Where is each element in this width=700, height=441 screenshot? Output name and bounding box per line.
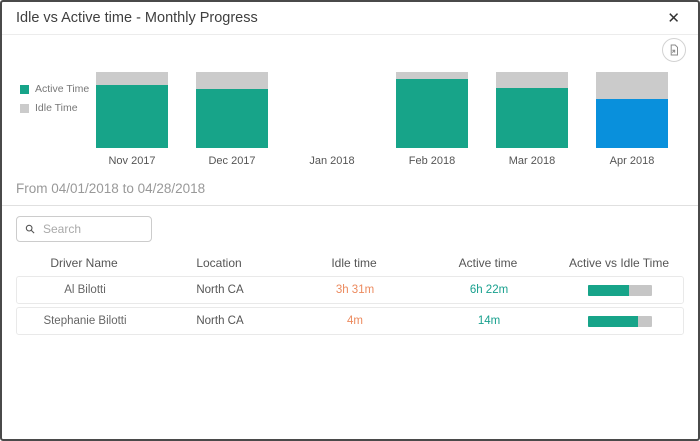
legend-label: Idle Time <box>35 102 78 114</box>
bar-stack <box>96 72 168 148</box>
chart-bars-container: Nov 2017 Dec 2017 Jan 2018 Feb 2018 Mar 2018… <box>82 72 682 167</box>
idle-segment <box>196 72 268 90</box>
export-chart-button[interactable] <box>662 38 686 62</box>
driver-location: North CA <box>196 315 244 327</box>
idle-segment <box>596 72 668 100</box>
header-active-time: Active time <box>458 256 518 270</box>
progress-track <box>588 315 652 327</box>
active-segment <box>196 89 268 148</box>
chart-bar-feb-2018[interactable]: Feb 2018 <box>382 72 482 167</box>
chart-bar-jan-2018[interactable]: Jan 2018 <box>282 72 382 167</box>
legend-item-active-time[interactable]: Active Time <box>20 83 89 95</box>
active-time-value: 14m <box>477 315 501 327</box>
idle-segment <box>496 72 568 88</box>
drivers-table: Driver Name Location Idle time Active ti… <box>2 250 698 335</box>
header-location: Location <box>196 256 242 270</box>
month-label: Apr 2018 <box>609 155 655 167</box>
date-range-label: From 04/01/2018 to 04/28/2018 <box>2 169 698 206</box>
bar-stack <box>196 72 268 148</box>
driver-location: North CA <box>196 284 244 296</box>
search-input[interactable] <box>40 221 143 237</box>
idle-time-value: 3h 31m <box>335 284 375 296</box>
table-header-row: Driver Name Location Idle time Active ti… <box>16 250 684 276</box>
legend-item-idle-time[interactable]: Idle Time <box>20 102 89 114</box>
progress-fill <box>588 284 629 296</box>
active-segment <box>596 99 668 148</box>
idle-time-swatch <box>20 103 29 113</box>
header-idle-time: Idle time <box>331 256 377 270</box>
search-row <box>2 206 698 250</box>
idle-time-value: 4m <box>347 315 363 327</box>
header-active-vs-idle: Active vs Idle Time <box>568 256 670 270</box>
search-box[interactable] <box>16 216 152 242</box>
legend-label: Active Time <box>35 83 90 95</box>
idle-segment <box>96 72 168 85</box>
monthly-progress-chart: Active Time Idle Time Nov 2017 Dec 2017 Ja… <box>2 35 698 169</box>
chart-bar-nov-2017[interactable]: Nov 2017 <box>82 72 182 167</box>
chart-bar-apr-2018[interactable]: Apr 2018 <box>582 72 682 167</box>
active-segment <box>396 78 468 148</box>
driver-name: Al Bilotti <box>64 284 106 296</box>
close-icon[interactable]: ✕ <box>667 9 680 27</box>
active-time-value: 6h 22m <box>469 284 509 296</box>
dialog-title: Idle vs Active time - Monthly Progress <box>16 10 258 26</box>
progress-fill <box>588 315 638 327</box>
bar-stack <box>396 72 468 148</box>
dialog-titlebar: Idle vs Active time - Monthly Progress ✕ <box>2 2 698 35</box>
bar-stack <box>496 72 568 148</box>
month-label: Mar 2018 <box>508 155 556 167</box>
month-label: Jan 2018 <box>309 155 355 167</box>
active-segment <box>96 84 168 148</box>
header-driver-name: Driver Name <box>50 256 118 270</box>
month-label: Dec 2017 <box>208 155 256 167</box>
export-file-icon <box>670 44 678 56</box>
chart-bar-dec-2017[interactable]: Dec 2017 <box>182 72 282 167</box>
active-vs-idle-bar <box>555 315 685 327</box>
search-icon <box>25 224 35 234</box>
chart-legend: Active Time Idle Time <box>20 83 89 121</box>
idle-segment <box>396 72 468 79</box>
month-label: Feb 2018 <box>408 155 456 167</box>
driver-name: Stephanie Bilotti <box>43 315 127 327</box>
active-segment <box>496 87 568 148</box>
active-vs-idle-bar <box>555 284 685 296</box>
chart-bar-mar-2018[interactable]: Mar 2018 <box>482 72 582 167</box>
active-time-swatch <box>20 84 29 94</box>
month-label: Nov 2017 <box>108 155 156 167</box>
bar-stack <box>296 72 368 148</box>
bar-stack <box>596 72 668 148</box>
table-row[interactable]: Al Bilotti North CA 3h 31m 6h 22m <box>16 276 684 304</box>
table-row[interactable]: Stephanie Bilotti North CA 4m 14m <box>16 307 684 335</box>
progress-track <box>588 284 652 296</box>
